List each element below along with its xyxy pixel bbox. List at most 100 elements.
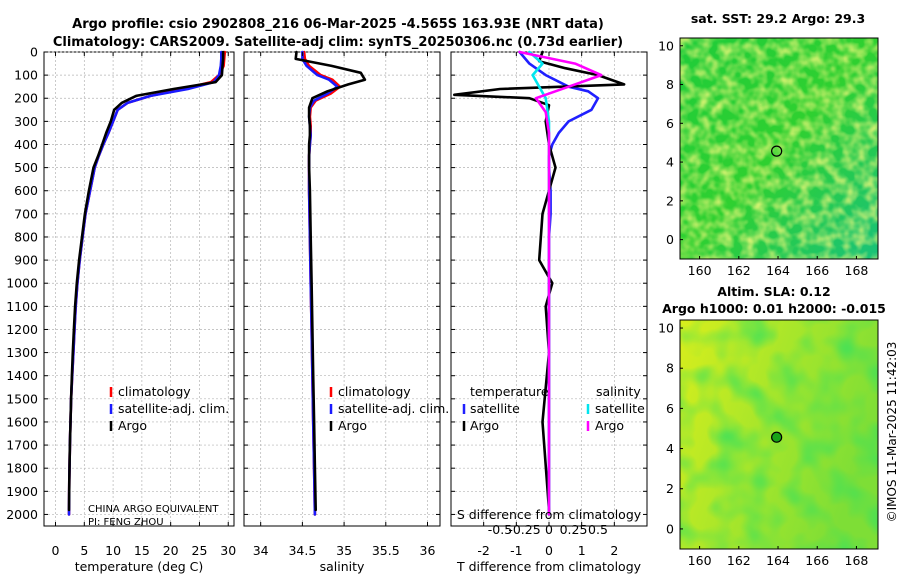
temperature-profile-panel: 0 5 10 15 20 25 30 temperature (deg C) climato… bbox=[43, 50, 236, 574]
depth-tick-label: 1600 bbox=[6, 414, 38, 429]
map-lon-tick-label: 162 bbox=[727, 263, 751, 278]
map-lat-tick-label: 4 bbox=[666, 441, 674, 456]
depth-tick-label: 1200 bbox=[6, 322, 38, 337]
temperature-series bbox=[67, 50, 227, 516]
depth-tick-label: 600 bbox=[14, 183, 38, 198]
sst-map-ticks: 160 162 164 166 168 0 2 4 6 8 10 bbox=[658, 38, 868, 278]
x-tick-label: 0 bbox=[545, 543, 553, 558]
x-tick-label: 25 bbox=[192, 543, 208, 558]
map-lat-tick-label: 0 bbox=[666, 232, 674, 247]
map-lat-tick-label: 6 bbox=[666, 401, 674, 416]
depth-tick-label: 1700 bbox=[6, 438, 38, 453]
temperature-x-ticks: 0 5 10 15 20 25 30 bbox=[44, 51, 236, 558]
legend-climatology-label: climatology bbox=[338, 384, 411, 399]
depth-tick-label: 700 bbox=[14, 206, 38, 221]
depth-tick-label: 1400 bbox=[6, 368, 38, 383]
map-lat-tick-label: 8 bbox=[666, 361, 674, 376]
sla-argo-location-marker bbox=[771, 431, 783, 443]
map-lon-tick-label: 160 bbox=[688, 263, 712, 278]
salinity-plot-frame bbox=[243, 51, 441, 527]
legend-temperature-title: temperature bbox=[470, 384, 549, 399]
salinity-x-ticks: 34 34.5 35 35.5 36 bbox=[244, 51, 440, 558]
map-lat-tick-label: 0 bbox=[666, 521, 674, 536]
series-line-t-argo bbox=[452, 50, 626, 512]
x-tick-label: 30 bbox=[220, 543, 236, 558]
sst-map: sat. SST: 29.2 Argo: 29.3 160 162 164 166 16… bbox=[658, 11, 879, 278]
salinity-x-label: salinity bbox=[320, 559, 365, 574]
legend-satellite-label: satellite-adj. clim. bbox=[118, 401, 229, 416]
depth-tick-label: 800 bbox=[14, 229, 38, 244]
sst-map-texture bbox=[680, 38, 878, 259]
legend-argo-label: Argo bbox=[118, 418, 147, 433]
x-tick-label: 35.5 bbox=[372, 543, 400, 558]
map-lat-tick-label: 8 bbox=[666, 77, 674, 92]
temperature-legend: climatology satellite-adj. clim. Argo bbox=[109, 384, 229, 433]
float-agency-note: CHINA ARGO EQUIVALENT bbox=[88, 504, 219, 515]
map-lat-tick-label: 10 bbox=[658, 321, 674, 336]
legend-s-satellite-label: satellite bbox=[595, 401, 645, 416]
sla-map-ticks: 160 162 164 166 168 0 2 4 6 8 10 bbox=[658, 321, 868, 568]
salinity-series bbox=[294, 50, 367, 516]
sst-map-title: sat. SST: 29.2 Argo: 29.3 bbox=[691, 11, 865, 26]
depth-tick-label: 400 bbox=[14, 137, 38, 152]
series-line-argo bbox=[67, 50, 225, 512]
header-title-line2: Climatology: CARS2009. Satellite-adj cli… bbox=[53, 35, 623, 50]
series-line-argo bbox=[294, 50, 367, 512]
temperature-grid bbox=[44, 51, 234, 526]
depth-tick-label: 2000 bbox=[6, 507, 38, 522]
depth-tick-label: 1800 bbox=[6, 461, 38, 476]
sst-map-frame bbox=[679, 37, 879, 260]
depth-tick-label: 1900 bbox=[6, 484, 38, 499]
sla-map: Altim. SLA: 0.12 Argo h1000: 0.01 h2000:… bbox=[658, 284, 886, 568]
x-tick-label: 10 bbox=[105, 543, 121, 558]
depth-tick-label: 500 bbox=[14, 160, 38, 175]
temperature-x-label: temperature (deg C) bbox=[75, 559, 204, 574]
s-diff-tick-label: 0.25 bbox=[560, 522, 588, 537]
map-lon-tick-label: 164 bbox=[766, 553, 790, 568]
salinity-legend: climatology satellite-adj. clim. Argo bbox=[329, 384, 449, 433]
salinity-profile-panel: 34 34.5 35 35.5 36 salinity climatology sate… bbox=[243, 50, 449, 574]
x-tick-label: 1 bbox=[578, 543, 586, 558]
map-lon-tick-label: 168 bbox=[845, 263, 869, 278]
s-diff-tick-label: -0.25 bbox=[508, 522, 540, 537]
legend-climatology-label: climatology bbox=[118, 384, 191, 399]
map-lat-tick-label: 4 bbox=[666, 155, 674, 170]
s-diff-tick-label: -0.5 bbox=[488, 522, 512, 537]
difference-series bbox=[452, 50, 626, 516]
map-lon-tick-label: 164 bbox=[766, 263, 790, 278]
x-tick-label: 36 bbox=[420, 543, 436, 558]
x-tick-label: -2 bbox=[477, 543, 489, 558]
legend-argo-label: Argo bbox=[338, 418, 367, 433]
imos-credit: ©IMOS 11-Mar-2025 11:42:03 bbox=[885, 342, 899, 523]
map-lat-tick-label: 10 bbox=[658, 38, 674, 53]
x-tick-label: -1 bbox=[510, 543, 522, 558]
map-lon-tick-label: 162 bbox=[727, 553, 751, 568]
depth-tick-label: 1100 bbox=[6, 299, 38, 314]
legend-s-argo-label: Argo bbox=[595, 418, 624, 433]
x-tick-label: 15 bbox=[134, 543, 150, 558]
map-lat-tick-label: 2 bbox=[666, 481, 674, 496]
x-tick-label: 35 bbox=[336, 543, 352, 558]
x-tick-label: 34.5 bbox=[288, 543, 316, 558]
map-lon-tick-label: 160 bbox=[688, 553, 712, 568]
depth-tick-label: 0 bbox=[30, 45, 38, 60]
depth-tick-label: 1500 bbox=[6, 391, 38, 406]
sla-map-frame bbox=[679, 319, 879, 550]
x-tick-label: 2 bbox=[610, 543, 618, 558]
sla-map-title: Altim. SLA: 0.12 bbox=[717, 284, 830, 299]
sla-map-subtitle: Argo h1000: 0.01 h2000: -0.015 bbox=[662, 301, 886, 316]
map-lon-tick-label: 166 bbox=[805, 263, 829, 278]
legend-salinity-title: salinity bbox=[596, 384, 641, 399]
x-tick-label: 0 bbox=[52, 543, 60, 558]
salinity-difference-x-ticks: -0.5-0.25 0 0.25 0.5 bbox=[488, 522, 608, 537]
map-lon-tick-label: 168 bbox=[845, 553, 869, 568]
s-diff-tick-label: 0.5 bbox=[588, 522, 608, 537]
depth-tick-label: 900 bbox=[14, 253, 38, 268]
depth-tick-label: 1000 bbox=[6, 276, 38, 291]
difference-legend: temperature salinity satellite Argo sate… bbox=[462, 384, 645, 433]
sst-argo-location-marker bbox=[771, 145, 783, 157]
difference-x-ticks: -2 -1 0 1 2 bbox=[451, 51, 647, 558]
legend-satellite-label: satellite-adj. clim. bbox=[338, 401, 449, 416]
x-tick-label: 5 bbox=[80, 543, 88, 558]
